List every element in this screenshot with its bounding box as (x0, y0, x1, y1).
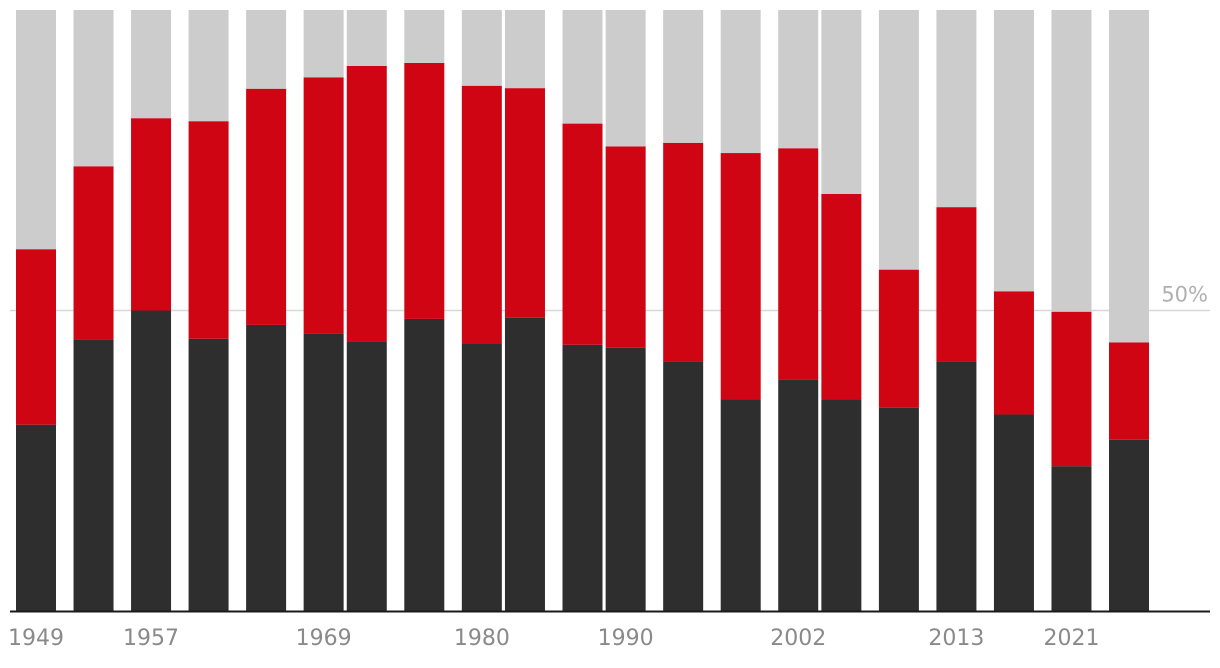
bar-segment-2025-s1 (1109, 342, 1149, 440)
x-tick-label-1969: 1969 (296, 626, 352, 651)
bar-segment-2005-s1 (821, 193, 862, 400)
bar-segment-1976-s0 (404, 318, 445, 611)
bars-group (16, 10, 1149, 611)
bar-segment-1953-s1 (73, 166, 114, 340)
bar-segment-1949-s2 (16, 10, 56, 250)
bar-segment-1990-s0 (605, 347, 646, 611)
bar-segment-1980-s2 (461, 10, 502, 86)
bar-segment-2002-s1 (778, 148, 819, 380)
bar-segment-2017-s2 (993, 10, 1034, 292)
bar-segment-1949-s1 (16, 249, 56, 425)
bar-segment-1972-s0 (346, 341, 387, 611)
bar-segment-1965-s2 (246, 10, 287, 89)
bar-segment-2025-s0 (1109, 439, 1149, 611)
bar-segment-2009-s2 (878, 10, 919, 270)
bar-segment-1949-s0 (16, 424, 56, 611)
bar-segment-1983-s2 (504, 10, 545, 89)
bar-segment-1965-s1 (246, 88, 287, 325)
x-tick-label-1957: 1957 (123, 626, 179, 651)
x-tick-label-1990: 1990 (598, 626, 654, 651)
bar-segment-1953-s0 (73, 339, 114, 611)
bar-segment-1983-s1 (504, 88, 545, 318)
bar-segment-1987-s2 (562, 10, 603, 124)
bar-segment-1998-s2 (720, 10, 761, 154)
bar-segment-2013-s2 (936, 10, 977, 208)
bar-segment-1976-s1 (404, 62, 445, 319)
bar-segment-2005-s2 (821, 10, 862, 194)
bar-segment-1990-s2 (605, 10, 646, 147)
bar-segment-2002-s0 (778, 379, 819, 611)
bar-segment-1972-s2 (346, 10, 387, 66)
bar-segment-1998-s0 (720, 399, 761, 611)
fifty-percent-label: 50% (1161, 283, 1208, 307)
bar-segment-1990-s1 (605, 146, 646, 348)
bar-segment-2005-s0 (821, 399, 862, 611)
x-tick-label-1980: 1980 (454, 626, 510, 651)
bar-segment-1972-s1 (346, 65, 387, 342)
bar-segment-2002-s2 (778, 10, 819, 149)
bar-segment-1961-s2 (188, 10, 229, 122)
bar-segment-1980-s1 (461, 85, 502, 344)
bar-segment-2025-s2 (1109, 10, 1149, 343)
bar-segment-1953-s2 (73, 10, 114, 167)
x-tick-label-1949: 1949 (8, 626, 64, 651)
bar-segment-2021-s1 (1051, 311, 1092, 467)
bar-segment-2017-s1 (993, 291, 1034, 415)
bar-segment-2021-s2 (1051, 10, 1092, 312)
x-tick-label-2021: 2021 (1043, 626, 1099, 651)
bar-segment-1983-s0 (504, 317, 545, 611)
bar-segment-2013-s0 (936, 361, 977, 611)
bar-segment-1957-s1 (131, 118, 172, 311)
bar-segment-1987-s0 (562, 344, 603, 611)
bar-segment-2013-s1 (936, 207, 977, 362)
bar-segment-1965-s0 (246, 324, 287, 611)
bar-segment-2021-s0 (1051, 466, 1092, 611)
bar-segment-2017-s0 (993, 414, 1034, 611)
x-tick-label-2013: 2013 (928, 626, 984, 651)
bar-segment-1957-s0 (131, 310, 172, 611)
bar-segment-1987-s1 (562, 123, 603, 345)
bar-segment-1998-s1 (720, 153, 761, 400)
bar-segment-1976-s2 (404, 10, 445, 63)
x-tick-label-2002: 2002 (770, 626, 826, 651)
bar-segment-2009-s0 (878, 407, 919, 611)
bar-segment-1957-s2 (131, 10, 172, 119)
bar-segment-1969-s0 (303, 333, 344, 611)
x-axis-tick-labels: 1949 1957 1969 1980 1990 2002 2013 2021 (8, 626, 1099, 651)
bar-segment-1969-s1 (303, 77, 344, 334)
bar-segment-1994-s2 (663, 10, 704, 143)
bar-segment-1994-s0 (663, 361, 704, 611)
bar-segment-1961-s0 (188, 338, 229, 611)
bar-segment-1961-s1 (188, 121, 229, 339)
bar-segment-2009-s1 (878, 269, 919, 408)
bar-segment-1980-s0 (461, 343, 502, 611)
bar-segment-1969-s2 (303, 10, 344, 78)
bar-segment-1994-s1 (663, 142, 704, 362)
